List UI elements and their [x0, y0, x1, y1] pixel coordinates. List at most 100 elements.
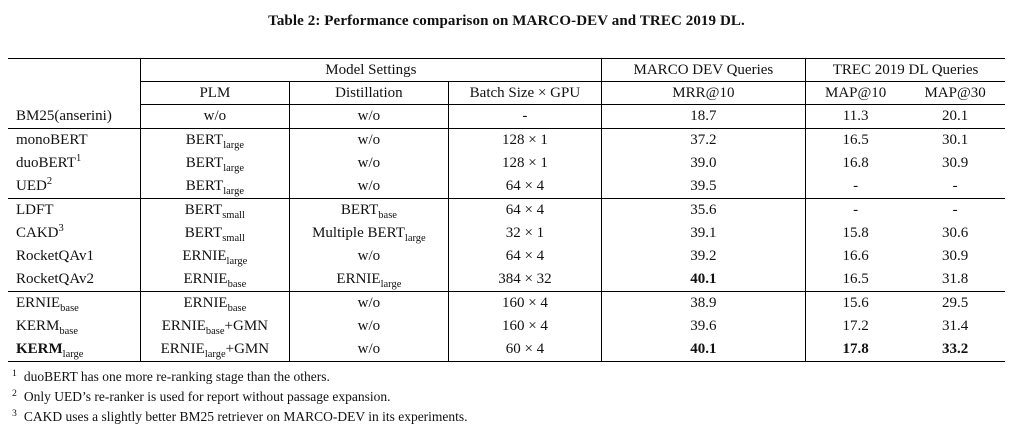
map10-cell: 11.3	[842, 108, 869, 124]
map30-cell: 30.1	[905, 128, 1005, 152]
batch-size-gpu-cell: 64 × 4	[448, 245, 602, 268]
map30-cell: 31.8	[942, 271, 969, 287]
model-name-cell: CAKD3	[8, 222, 142, 245]
plm-cell: w/o	[140, 104, 290, 129]
distillation-cell: w/o	[289, 338, 450, 362]
mrr10-cell: 18.7	[601, 104, 807, 129]
mrr10-cell: 40.1	[601, 338, 807, 362]
mrr10-cell: 39.1	[601, 222, 807, 245]
mrr10-cell: 37.2	[601, 128, 807, 152]
model-name-cell: RocketQAv1	[8, 245, 142, 268]
table-row: KERMlarge ERNIElarge+GMN w/o 60 × 4 40.1 17.8…	[8, 338, 1005, 362]
footnote: 2 Only UED’s re-ranker is used for report…	[10, 387, 1005, 407]
distillation-cell: Multiple BERTlarge	[289, 222, 450, 245]
footnote-mark: 3	[12, 407, 17, 419]
mrr10-cell: 39.5	[601, 175, 807, 199]
table-row: duoBERT1 BERTlarge w/o 128 × 1 39.0 16.8 30.9	[8, 152, 1005, 175]
table-row: UED2 BERTlarge w/o 64 × 4 39.5 - -	[8, 175, 1005, 199]
map10-cell: -	[805, 198, 906, 222]
plm-cell: BERTsmall	[140, 198, 290, 222]
footnote-text: CAKD uses a slightly better BM25 retriev…	[23, 409, 468, 424]
table-row: BM25(anserini) w/o w/o -18.7 11.3 20.1	[8, 104, 1005, 129]
header-model-settings: Model Settings	[140, 58, 602, 82]
mrr10-cell: 39.6	[601, 315, 807, 338]
footnotes: 1 duoBERT has one more re-ranking stage t…	[10, 367, 1005, 426]
results-table: Model Settings MARCO DEV Queries TREC 20…	[8, 58, 1005, 362]
map10-cell: 15.6	[805, 291, 906, 315]
plm-cell: BERTsmall	[140, 222, 290, 245]
table-caption: Table 2: Performance comparison on MARCO…	[268, 13, 745, 29]
map10-cell: 16.8	[842, 155, 869, 171]
table-row: monoBERT BERTlarge w/o 128 × 1 37.2 16.5 30.1	[8, 128, 1005, 152]
map10-cell: 17.2	[842, 318, 869, 334]
map30-cell: -	[905, 198, 1005, 222]
model-name-cell: monoBERT	[8, 128, 142, 152]
map30-cell: 30.9	[942, 155, 969, 171]
header-distillation: Distillation	[289, 81, 450, 105]
distillation-cell: BERTbase	[289, 198, 450, 222]
table-header: Model Settings MARCO DEV Queries TREC 20…	[8, 58, 1005, 105]
footnote-text: Only UED’s re-ranker is used for report …	[23, 389, 391, 404]
map30-cell: 30.9	[942, 248, 969, 264]
batch-size-gpu-cell: 160 × 4	[448, 315, 602, 338]
mrr10-cell: 38.9	[601, 291, 807, 315]
batch-size-gpu-cell: -	[448, 104, 602, 129]
batch-size-gpu-cell: 384 × 32	[448, 268, 602, 292]
footnote: 1 duoBERT has one more re-ranking stage t…	[10, 367, 1005, 387]
batch-size-gpu-cell: 32 × 1	[448, 222, 602, 245]
mrr10-cell: 40.1	[601, 268, 807, 292]
plm-cell: BERTlarge	[140, 128, 290, 152]
table-row: LDFT BERTsmall BERTbase 64 × 4 35.6- -	[8, 198, 1005, 222]
mrr10-cell: 35.6	[601, 198, 807, 222]
model-name-cell: KERMlarge	[8, 338, 142, 362]
model-name-cell: UED2	[8, 175, 142, 199]
header-group-row: Model Settings MARCO DEV Queries TREC 20…	[8, 58, 1005, 105]
distillation-cell: w/o	[289, 152, 450, 175]
batch-size-gpu-cell: 160 × 4	[448, 291, 602, 315]
map10-cell: -	[853, 178, 859, 194]
header-empty-cell	[8, 58, 142, 105]
mrr10-cell: 39.2	[601, 245, 807, 268]
footnote-mark: 2	[12, 387, 17, 399]
model-name-cell: BM25(anserini)	[8, 104, 142, 129]
header-marco-dev-queries: MARCO DEV Queries	[601, 58, 807, 82]
distillation-cell: w/o	[289, 245, 450, 268]
table-row: RocketQAv2 ERNIEbase ERNIElarge 384 × 32 40.…	[8, 268, 1005, 292]
map30-cell: 20.1	[942, 108, 969, 124]
header-map30: MAP@30	[905, 81, 1005, 105]
mrr10-cell: 39.0	[601, 152, 807, 175]
model-name-cell: ERNIEbase	[8, 291, 142, 315]
header-mrr10: MRR@10	[601, 81, 807, 105]
distillation-cell: w/o	[289, 315, 450, 338]
distillation-cell: ERNIElarge	[289, 268, 450, 292]
map30-cell: -	[952, 178, 958, 194]
batch-size-gpu-cell: 128 × 1	[448, 128, 602, 152]
batch-size-gpu-cell: 64 × 4	[448, 198, 602, 222]
map10-cell: 16.6	[842, 248, 869, 264]
distillation-cell: w/o	[289, 128, 450, 152]
table-body: BM25(anserini) w/o w/o -18.7 11.3 20.1 monoBER…	[8, 104, 1005, 362]
batch-size-gpu-cell: 64 × 4	[448, 175, 602, 199]
table-row: CAKD3 BERTsmall Multiple BERTlarge 32 × 1 39…	[8, 222, 1005, 245]
table-row: ERNIEbase ERNIEbase w/o 160 × 4 38.9 15.6 29.5	[8, 291, 1005, 315]
header-batch-size-gpu: Batch Size × GPU	[448, 81, 602, 105]
map10-cell: 16.5	[805, 128, 906, 152]
plm-cell: ERNIEbase+GMN	[140, 315, 290, 338]
plm-cell: BERTlarge	[140, 175, 290, 199]
batch-size-gpu-cell: 128 × 1	[448, 152, 602, 175]
table-row: RocketQAv1 ERNIElarge w/o 64 × 4 39.2 16.6 30.…	[8, 245, 1005, 268]
plm-cell: ERNIEbase	[140, 268, 290, 292]
model-name-cell: RocketQAv2	[8, 268, 142, 292]
footnote-mark: 1	[12, 367, 17, 379]
distillation-cell: w/o	[289, 291, 450, 315]
map30-cell: 31.4	[942, 318, 969, 334]
map30-cell: 29.5	[905, 291, 1005, 315]
distillation-cell: w/o	[289, 104, 450, 129]
header-plm: PLM	[140, 81, 290, 105]
map30-cell: 33.2	[942, 341, 969, 357]
model-name-cell: LDFT	[8, 198, 142, 222]
plm-cell: BERTlarge	[140, 152, 290, 175]
table-row: KERMbase ERNIEbase+GMN w/o 160 × 4 39.6 17.2 3…	[8, 315, 1005, 338]
footnote-text: duoBERT has one more re-ranking stage th…	[23, 369, 330, 384]
